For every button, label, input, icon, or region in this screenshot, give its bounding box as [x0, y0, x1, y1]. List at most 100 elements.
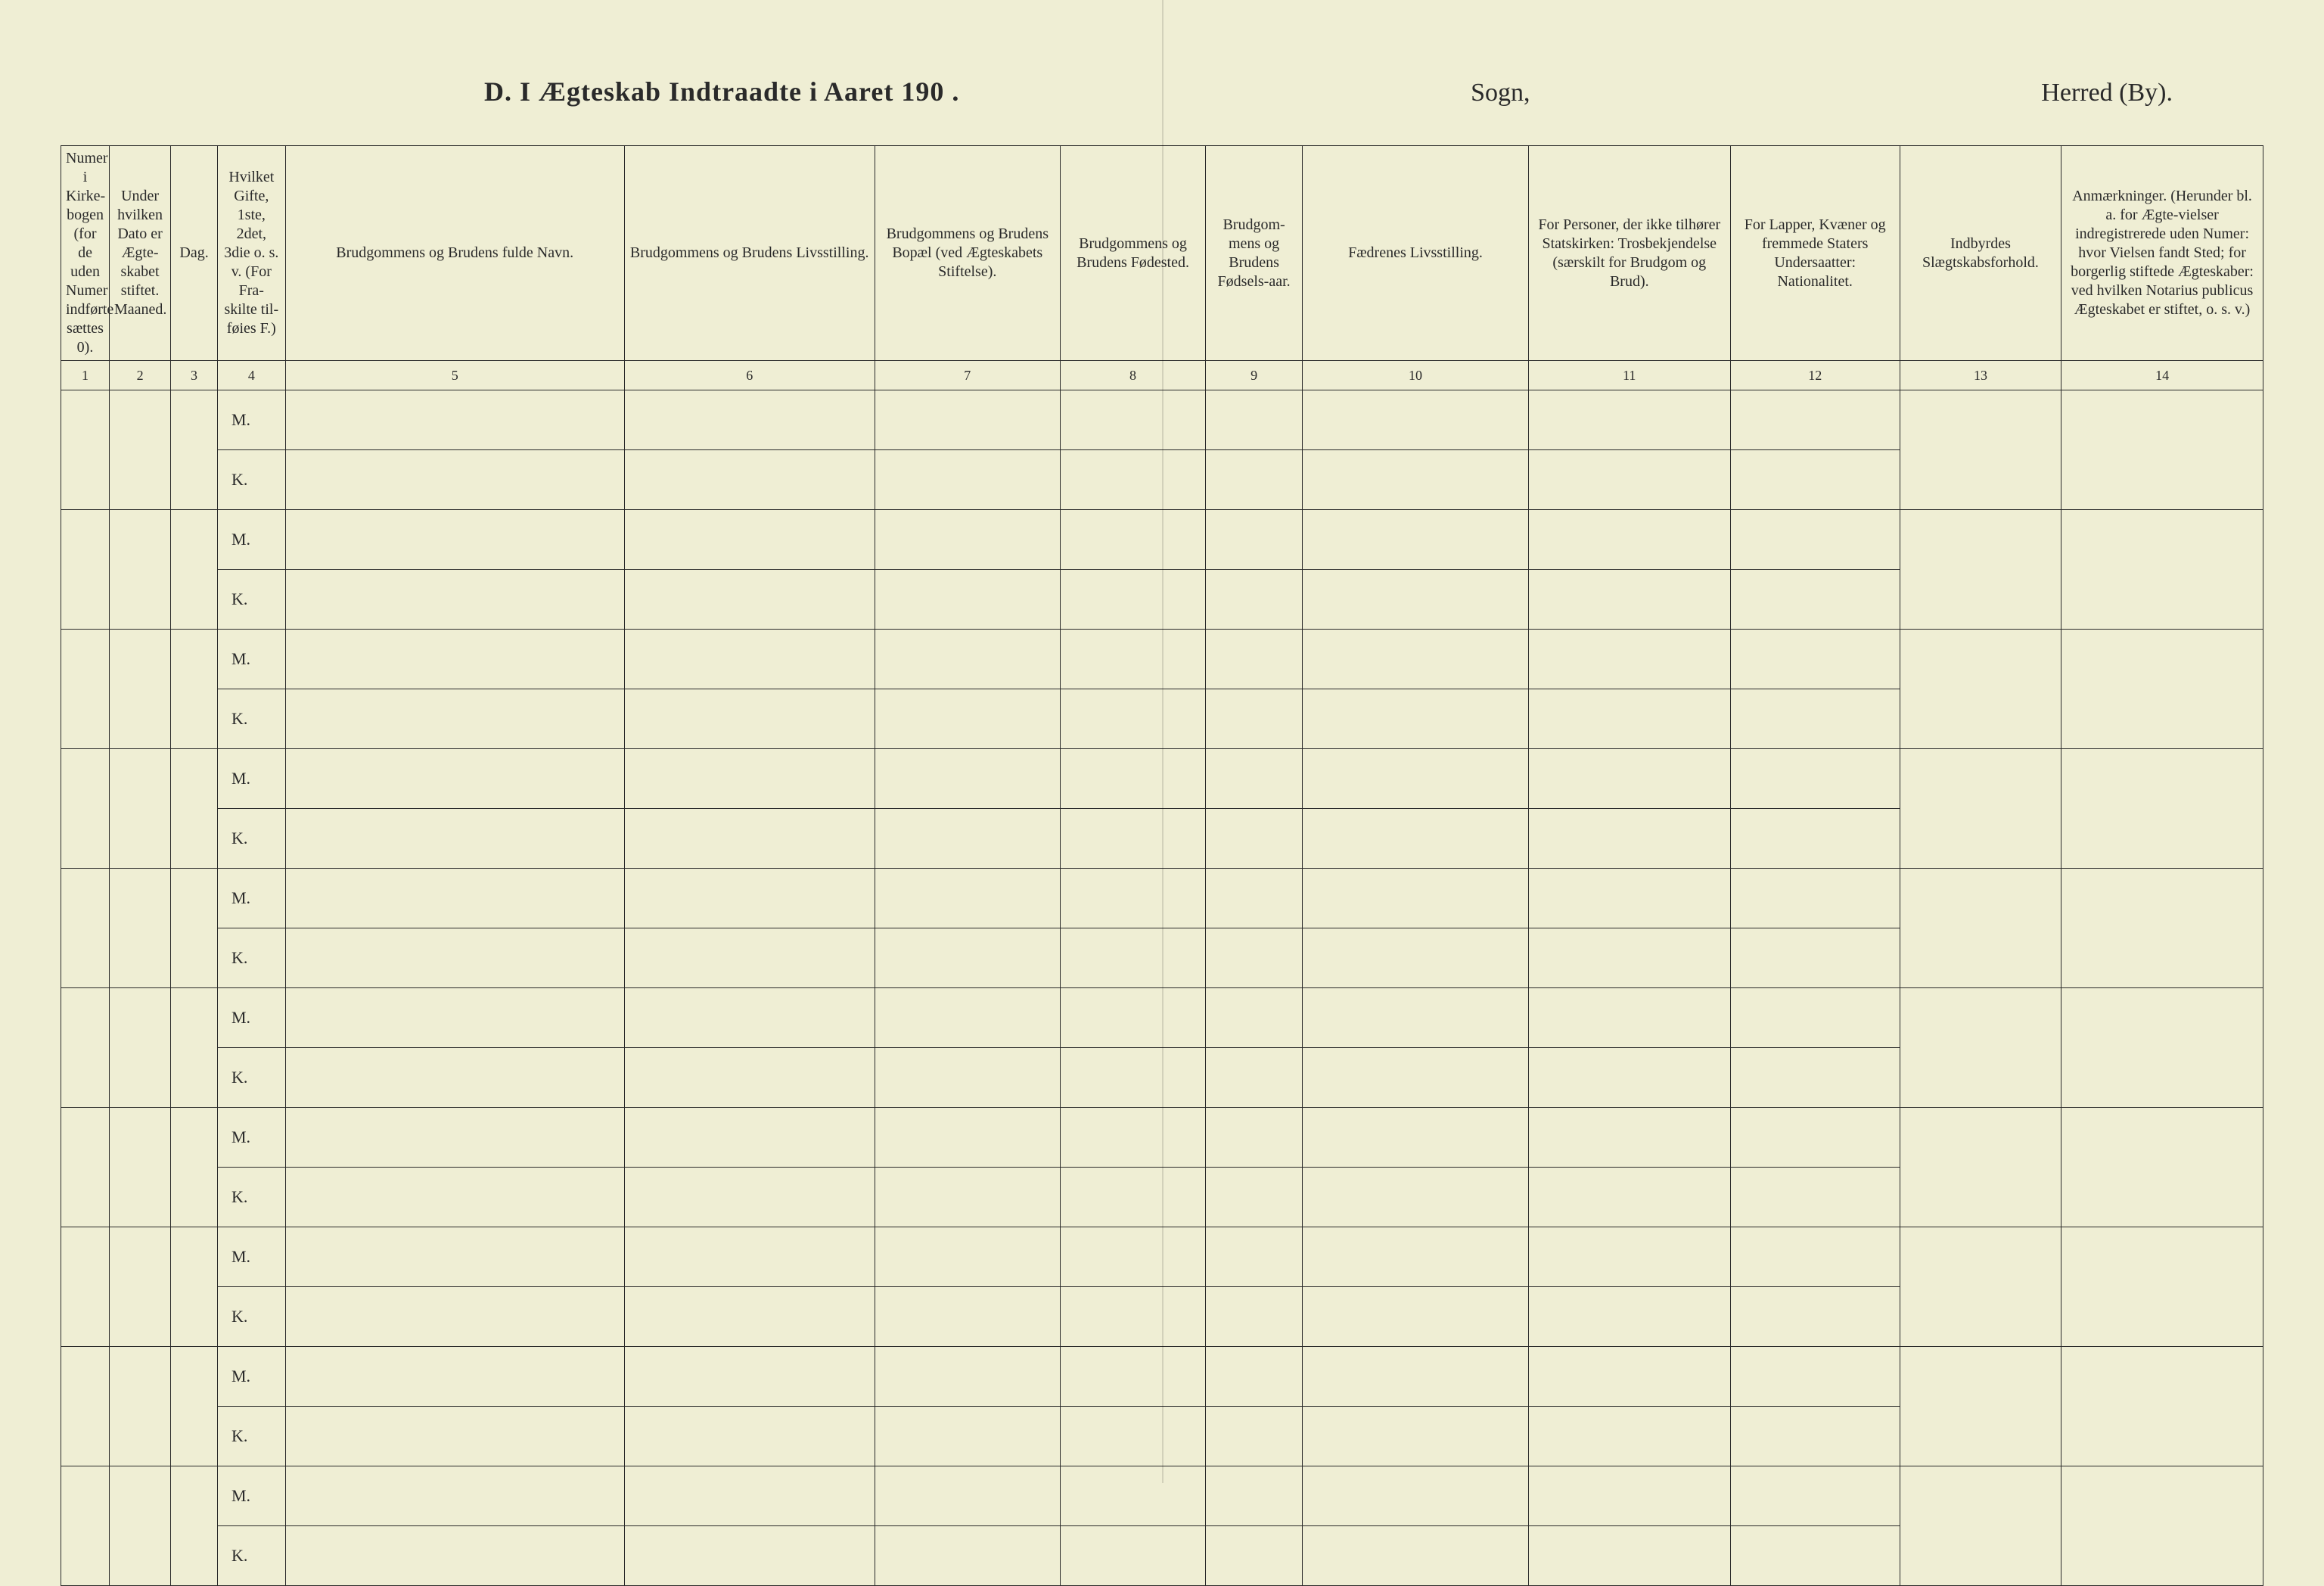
mk-label-k: K.: [218, 1287, 286, 1347]
cell-empty: [1730, 1168, 1900, 1227]
cell-empty: [1206, 749, 1303, 809]
cell-empty: [1730, 450, 1900, 510]
cell-empty: [1061, 1227, 1206, 1287]
cell-empty: [1528, 928, 1730, 988]
cell-empty: [171, 749, 218, 869]
cell-empty: [1061, 1108, 1206, 1168]
cell-empty: [285, 1287, 624, 1347]
cell-empty: [61, 1227, 110, 1347]
cell-empty: [1206, 1347, 1303, 1407]
cell-empty: [1730, 630, 1900, 689]
cell-empty: [110, 1347, 171, 1466]
cell-empty: [1528, 689, 1730, 749]
cell-empty: [285, 869, 624, 928]
cell-empty: [1206, 510, 1303, 570]
cell-empty: [285, 1526, 624, 1586]
mk-label-m: M.: [218, 1466, 286, 1526]
cell-empty: [2061, 510, 2263, 630]
cell-empty: [1206, 1168, 1303, 1227]
cell-empty: [624, 1227, 875, 1287]
cell-empty: [1206, 1466, 1303, 1526]
mk-label-m: M.: [218, 1347, 286, 1407]
cell-empty: [2061, 869, 2263, 988]
cell-empty: [110, 390, 171, 510]
cell-empty: [624, 689, 875, 749]
cell-empty: [1061, 1287, 1206, 1347]
col-num-11: 11: [1528, 361, 1730, 390]
cell-empty: [624, 510, 875, 570]
cell-empty: [1730, 1287, 1900, 1347]
cell-empty: [1730, 1526, 1900, 1586]
table-row: M.: [61, 869, 2263, 928]
cell-empty: [1730, 1466, 1900, 1526]
cell-empty: [1528, 1168, 1730, 1227]
cell-empty: [875, 869, 1060, 928]
col-num-9: 9: [1206, 361, 1303, 390]
cell-empty: [1900, 988, 2061, 1108]
header-row: Numer i Kirke-bogen (for de uden Numer i…: [61, 146, 2263, 361]
cell-empty: [1061, 390, 1206, 450]
cell-empty: [285, 630, 624, 689]
cell-empty: [875, 988, 1060, 1048]
cell-empty: [1303, 450, 1529, 510]
cell-empty: [875, 689, 1060, 749]
table-row: M.: [61, 749, 2263, 809]
table-head: Numer i Kirke-bogen (for de uden Numer i…: [61, 146, 2263, 390]
col-header-13: Indbyrdes Slægtskabsforhold.: [1900, 146, 2061, 361]
cell-empty: [875, 450, 1060, 510]
col-header-10: Fædrenes Livsstilling.: [1303, 146, 1529, 361]
cell-empty: [1528, 1108, 1730, 1168]
col-header-5: Brudgommens og Brudens fulde Navn.: [285, 146, 624, 361]
cell-empty: [61, 1108, 110, 1227]
cell-empty: [1730, 390, 1900, 450]
cell-empty: [1303, 1407, 1529, 1466]
cell-empty: [1061, 1347, 1206, 1407]
mk-label-m: M.: [218, 630, 286, 689]
cell-empty: [1206, 1108, 1303, 1168]
mk-label-k: K.: [218, 450, 286, 510]
cell-empty: [1528, 869, 1730, 928]
table-row: M.: [61, 630, 2263, 689]
col-num-10: 10: [1303, 361, 1529, 390]
cell-empty: [110, 1227, 171, 1347]
mk-label-k: K.: [218, 1407, 286, 1466]
cell-empty: [875, 1347, 1060, 1407]
cell-empty: [1303, 1466, 1529, 1526]
cell-empty: [624, 869, 875, 928]
cell-empty: [1730, 809, 1900, 869]
cell-empty: [110, 988, 171, 1108]
register-page: D. I Ægteskab Indtraadte i Aaret 190 . S…: [0, 0, 2324, 1483]
cell-empty: [1528, 510, 1730, 570]
cell-empty: [1900, 749, 2061, 869]
cell-empty: [1206, 689, 1303, 749]
cell-empty: [1303, 510, 1529, 570]
cell-empty: [875, 1048, 1060, 1108]
col-num-14: 14: [2061, 361, 2263, 390]
cell-empty: [171, 1227, 218, 1347]
cell-empty: [171, 1347, 218, 1466]
cell-empty: [624, 988, 875, 1048]
cell-empty: [1206, 1407, 1303, 1466]
cell-empty: [624, 1048, 875, 1108]
cell-empty: [285, 1108, 624, 1168]
cell-empty: [1900, 1227, 2061, 1347]
col-num-13: 13: [1900, 361, 2061, 390]
cell-empty: [1061, 988, 1206, 1048]
cell-empty: [1206, 928, 1303, 988]
cell-empty: [171, 510, 218, 630]
cell-empty: [110, 630, 171, 749]
cell-empty: [1303, 1347, 1529, 1407]
cell-empty: [1730, 869, 1900, 928]
cell-empty: [171, 630, 218, 749]
cell-empty: [1061, 570, 1206, 630]
cell-empty: [1528, 749, 1730, 809]
cell-empty: [1303, 869, 1529, 928]
cell-empty: [875, 1526, 1060, 1586]
cell-empty: [1900, 1108, 2061, 1227]
cell-empty: [624, 1466, 875, 1526]
cell-empty: [285, 1466, 624, 1526]
cell-empty: [285, 450, 624, 510]
cell-empty: [875, 510, 1060, 570]
cell-empty: [2061, 988, 2263, 1108]
cell-empty: [1303, 1108, 1529, 1168]
